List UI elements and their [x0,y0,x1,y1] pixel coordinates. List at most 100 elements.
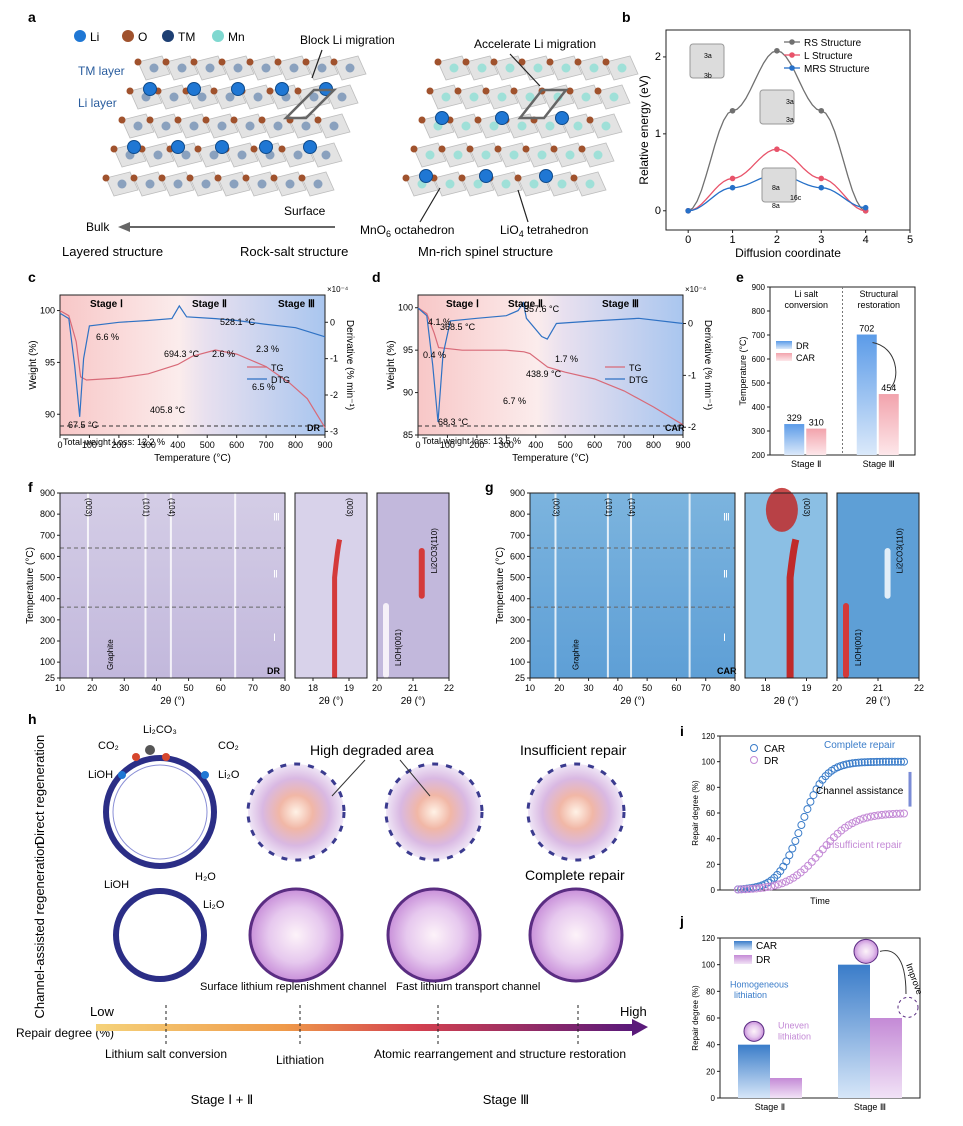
x-tick-label: 80 [280,683,290,693]
low-label: Low [90,1004,114,1019]
tm-atom [153,150,163,160]
tm-atom [289,63,299,73]
x-tick-label: 22 [914,683,924,693]
repair-point-car [884,757,893,766]
sample-tag: CAR [665,423,685,433]
stage-label: Stage Ⅱ [192,299,227,310]
surface-label: Surface [284,204,326,218]
repair-point-dr [896,809,905,818]
structure-inset [759,89,795,125]
x-tick-label: 700 [259,440,274,450]
y2-tick-label: -3 [330,426,338,436]
x-tick-label: 0 [415,440,420,450]
peak-label: Graphite [571,639,580,670]
repair-point-car [848,759,857,768]
annotation-label: Insufficient repair [826,840,903,851]
annotation-label: Total weight loss: 13.5 % [422,436,521,446]
high-degraded-label: High degraded area [310,742,434,758]
y2-axis-label: Derivative (% min⁻¹) [344,320,355,410]
plot-frame [744,492,828,679]
oxygen-atom [130,174,138,182]
oxygen-atom [162,58,170,66]
fast-channel-label: Fast lithium transport channel [396,981,540,993]
li-atom [555,111,569,125]
stage-background [418,295,683,435]
surface-channel-text: Surface lithium replenishment channel [200,981,387,993]
y-tick-label: 95 [403,345,413,355]
legend-swatch [734,955,752,964]
annotation-label: 2.3 % [256,344,279,354]
tm-atom [117,179,127,189]
legend-label: L Structure [804,51,853,62]
x-tick-label: 30 [119,683,129,693]
y-tick-label: 100 [510,657,525,667]
repair-point-dr [778,879,787,888]
tm-atom [345,63,355,73]
bulk-label: Bulk [86,220,110,234]
oxygen-atom [202,116,210,124]
stage-roman-label: Ⅰ [273,633,276,644]
panel-label-a: a [28,9,36,25]
repair-point-dr [848,819,857,828]
tm-atom [337,92,347,102]
spinel-structure-label: Mn-rich spinel structure [418,244,553,259]
y-tick-label: 95 [45,357,55,367]
repair-point-car [869,757,878,766]
x-tick-label: 19 [801,683,811,693]
lio4-arrow [517,189,529,223]
legend-mn: Mn [228,30,245,44]
lioh-bottom-label: LiOH [104,879,129,891]
y-tick-label: 25 [45,673,55,683]
bar-car [838,964,870,1098]
tm-atom [589,63,599,73]
tm-atom [497,92,507,102]
oxygen-atom [418,116,426,124]
row-label-direct: Direct regeneration [32,735,47,846]
tm-atom [545,121,555,131]
y-tick-label: 2 [655,51,661,63]
bulk-arrowhead-icon [118,222,130,232]
repair-point-car [794,829,803,838]
y-tick-label: 60 [706,1014,715,1023]
tm-atom [445,179,455,189]
x-tick-label: 60 [216,683,226,693]
block-li-migration-label: Block Li migration [300,33,395,47]
oxygen-atom [494,145,502,153]
co2-left-label: CO₂ [98,740,119,752]
x-category-label: Stage Ⅲ [863,459,895,469]
heatmap-zoom-003 [294,492,368,679]
repair-point-car [845,759,854,768]
repair-point-dr [852,817,861,826]
x-tick-label: 40 [151,683,161,693]
y-tick-label: 200 [752,451,766,460]
x-category-label: Stage Ⅱ [791,459,821,469]
oxygen-atom [438,145,446,153]
oxygen-atom [330,58,338,66]
stage-label: Stage Ⅰ [446,299,479,310]
x-tick-label: 0 [57,440,62,450]
tm-atom [573,121,583,131]
legend-tm: TM [178,30,195,44]
panel-label-h: h [28,711,37,727]
y-tick-label: 400 [752,403,766,412]
oxygen-atom [126,87,134,95]
o-atom-icon [122,30,134,42]
stage-roman-label: Ⅱ [723,570,728,581]
tm-atom [525,92,535,102]
x-tick-label: 18 [308,683,318,693]
oxygen-atom [518,58,526,66]
repair-point-car [839,761,848,770]
sample-tag: DR [307,423,320,433]
oxygen-atom [574,58,582,66]
annotation-label: 528.1 °C [220,317,256,327]
panel-label-c: c [28,269,36,285]
data-point [685,207,691,214]
repair-point-car [800,812,809,821]
y-tick-label: 800 [40,509,55,519]
legend-label: CAR [796,353,816,363]
y-axis-label: Temperature (°C) [495,547,506,624]
repair-point-dr [811,853,820,862]
y-tick-label: 300 [40,615,55,625]
repair-point-dr [767,882,776,891]
